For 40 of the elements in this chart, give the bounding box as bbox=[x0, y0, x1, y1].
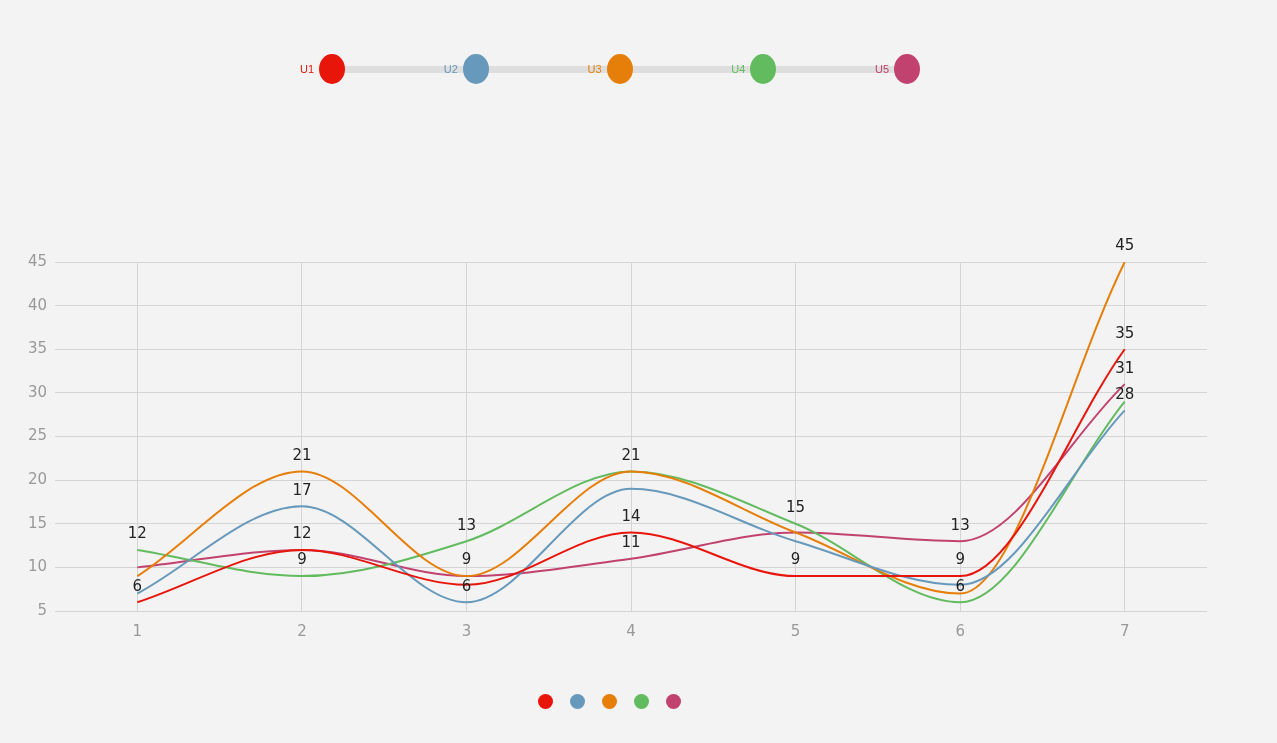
data-label: 9 bbox=[955, 550, 965, 569]
x-tick-label: 4 bbox=[626, 621, 636, 640]
y-tick-label: 20 bbox=[27, 470, 48, 489]
y-tick-label: 45 bbox=[27, 251, 48, 270]
data-label: 11 bbox=[621, 533, 641, 552]
data-label: 45 bbox=[1115, 236, 1135, 255]
data-label: 13 bbox=[456, 515, 477, 534]
data-label: 13 bbox=[950, 515, 970, 534]
data-label: 17 bbox=[292, 480, 312, 499]
x-tick-label: 2 bbox=[297, 621, 307, 640]
text: U5 bbox=[874, 63, 889, 75]
x-tick-label: 5 bbox=[790, 621, 801, 640]
data-label: 9 bbox=[297, 550, 307, 569]
text: U4 bbox=[731, 63, 746, 75]
text: U3 bbox=[587, 63, 602, 75]
x-tick-label: 7 bbox=[1119, 621, 1130, 640]
y-tick-label: 5 bbox=[37, 600, 48, 619]
data-label: 6 bbox=[132, 576, 143, 595]
data-label: 28 bbox=[1115, 384, 1135, 403]
y-tick-label: 35 bbox=[27, 339, 48, 358]
data-label: 21 bbox=[621, 445, 641, 464]
data-label: 14 bbox=[621, 506, 641, 525]
x-tick-label: 3 bbox=[461, 621, 472, 640]
y-tick-label: 30 bbox=[27, 382, 48, 401]
y-tick-label: 25 bbox=[27, 426, 48, 445]
x-tick-label: 6 bbox=[955, 621, 965, 640]
y-tick-label: 10 bbox=[27, 557, 48, 576]
data-label: 12 bbox=[127, 524, 147, 543]
text: U1 bbox=[300, 63, 315, 75]
data-label: 9 bbox=[790, 550, 801, 569]
data-label: 12 bbox=[292, 524, 312, 543]
data-label: 9 bbox=[461, 550, 472, 569]
data-label: 35 bbox=[1115, 323, 1135, 342]
data-label: 15 bbox=[786, 498, 806, 517]
data-label: 21 bbox=[292, 445, 312, 464]
x-tick-label: 1 bbox=[132, 621, 143, 640]
text: U2 bbox=[443, 63, 458, 75]
data-label: 31 bbox=[1115, 358, 1135, 377]
y-tick-label: 15 bbox=[27, 513, 48, 532]
y-tick-label: 40 bbox=[27, 295, 48, 314]
